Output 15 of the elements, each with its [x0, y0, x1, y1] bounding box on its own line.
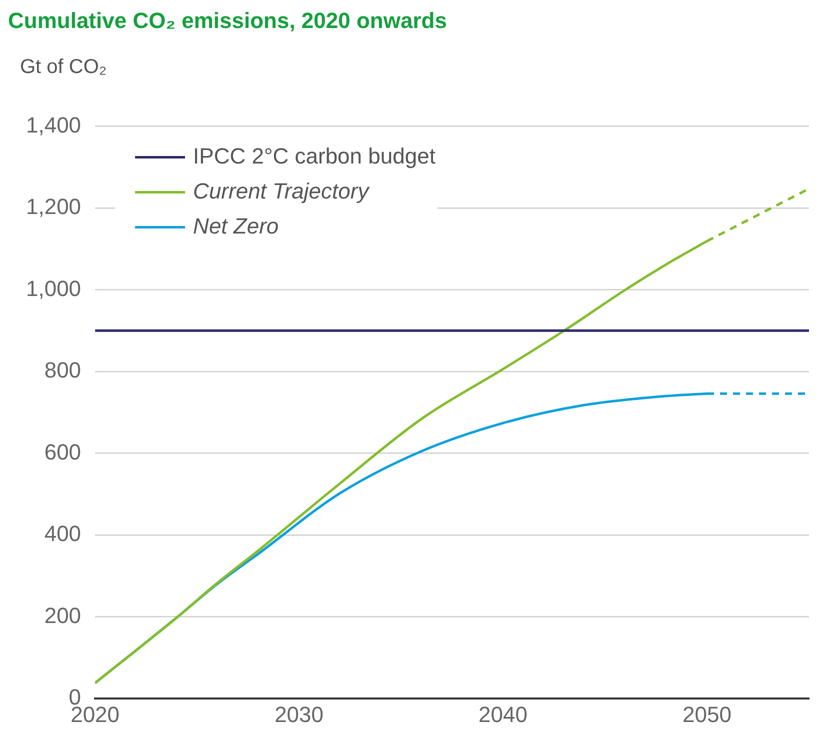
y-tick-label: 600: [44, 439, 82, 464]
legend-label: Net Zero: [193, 213, 279, 238]
x-tick-label: 2030: [274, 702, 324, 727]
y-tick-label: 800: [44, 358, 82, 383]
legend-label: IPCC 2°C carbon budget: [193, 143, 436, 168]
x-tick-label: 2040: [478, 702, 528, 727]
chart-title: Cumulative CO₂ emissions, 2020 onwards: [8, 8, 448, 34]
y-axis-title: Gt of CO₂: [20, 56, 108, 79]
y-tick-label: 1,200: [26, 194, 82, 220]
y-tick-label: 1,000: [26, 276, 82, 301]
y-tick-label: 400: [44, 521, 82, 546]
y-tick-label: 200: [44, 602, 82, 628]
legend-label: Current Trajectory: [193, 178, 371, 204]
y-tick-label: 1,400: [26, 112, 82, 138]
x-tick-label: 2050: [682, 702, 732, 727]
